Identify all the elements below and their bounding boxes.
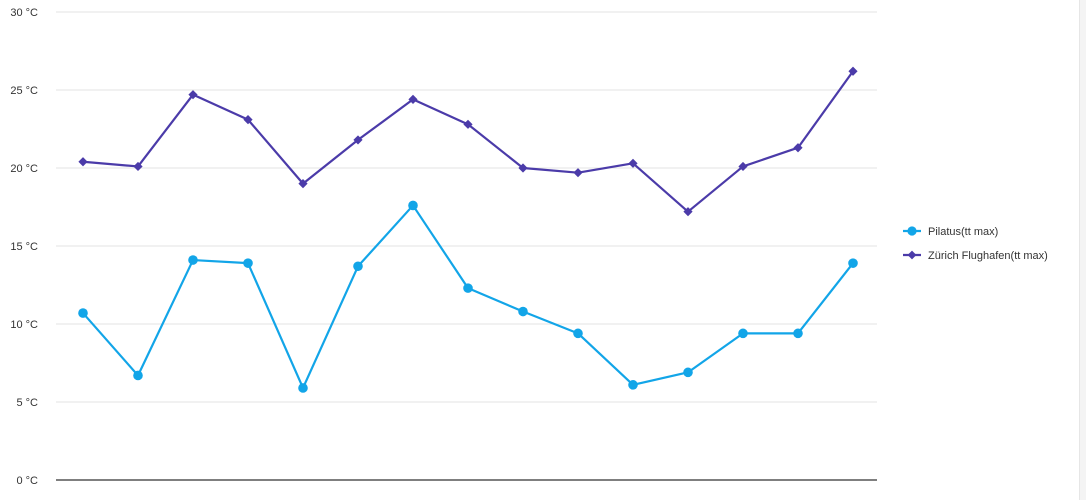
data-point[interactable] <box>298 383 308 393</box>
data-point[interactable] <box>408 201 418 211</box>
panel-edge <box>1079 0 1086 500</box>
series-line <box>83 205 853 388</box>
data-point[interactable] <box>353 261 363 271</box>
data-point[interactable] <box>78 157 87 166</box>
legend-label: Zürich Flughafen(tt max) <box>928 250 1048 262</box>
data-point[interactable] <box>738 329 748 339</box>
legend-marker-diamond-icon <box>908 251 917 260</box>
grid-lines <box>56 12 877 480</box>
series-layer <box>78 67 858 393</box>
data-point[interactable] <box>518 307 528 317</box>
data-point[interactable] <box>243 258 253 268</box>
legend[interactable]: Pilatus(tt max) Zürich Flughafen(tt max) <box>903 226 1048 262</box>
data-point[interactable] <box>683 368 693 378</box>
legend-item-pilatus[interactable]: Pilatus(tt max) <box>903 226 998 238</box>
y-tick-label: 0 °C <box>16 475 38 487</box>
y-tick-label: 25 °C <box>10 85 38 97</box>
data-point[interactable] <box>133 371 143 381</box>
y-tick-label: 10 °C <box>10 319 38 331</box>
y-tick-label: 5 °C <box>16 397 38 409</box>
data-point[interactable] <box>463 283 473 293</box>
legend-label: Pilatus(tt max) <box>928 226 998 238</box>
data-point[interactable] <box>573 329 583 339</box>
data-point[interactable] <box>78 308 88 318</box>
y-tick-label: 20 °C <box>10 163 38 175</box>
series-line <box>83 71 853 211</box>
y-axis-tick-labels: 0 °C 5 °C 10 °C 15 °C 20 °C 25 °C 30 °C <box>10 7 38 487</box>
series-pilatus <box>78 201 858 393</box>
data-point[interactable] <box>188 255 198 265</box>
series-zurich-flughafen <box>78 67 857 217</box>
y-tick-label: 30 °C <box>10 7 38 19</box>
data-point[interactable] <box>628 380 638 390</box>
legend-item-zurich-flughafen[interactable]: Zürich Flughafen(tt max) <box>903 250 1048 262</box>
legend-marker-circle-icon <box>907 226 916 235</box>
data-point[interactable] <box>793 329 803 339</box>
y-tick-label: 15 °C <box>10 241 38 253</box>
data-point[interactable] <box>573 168 582 177</box>
data-point[interactable] <box>848 258 858 268</box>
